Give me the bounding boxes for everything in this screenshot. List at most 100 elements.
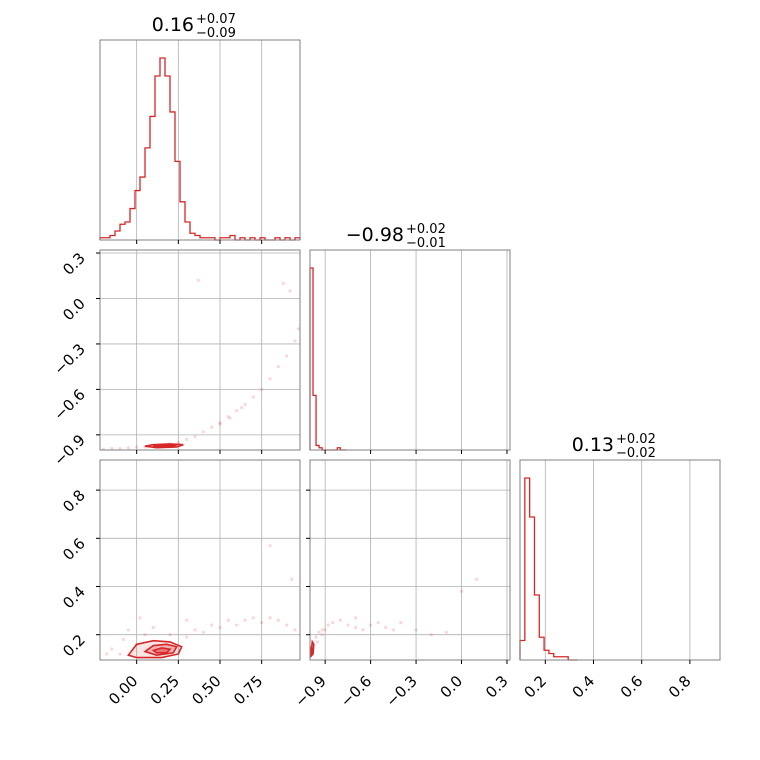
sample-point (414, 628, 418, 632)
sample-point (218, 625, 222, 630)
sample-point (101, 447, 105, 450)
histogram-param-2 (519, 477, 578, 661)
sample-point (331, 621, 335, 625)
x-tick-label: 0.8 (665, 672, 695, 702)
sample-point (185, 618, 189, 622)
sample-point (193, 434, 197, 438)
title-upper-error: +0.02 (616, 432, 656, 447)
title-median: 0.13 (572, 434, 614, 456)
x-tick-label: −0.6 (337, 672, 375, 710)
density-contour-2 (143, 643, 178, 656)
sample-point (323, 628, 327, 632)
sample-point (110, 446, 114, 450)
sample-point (126, 628, 130, 632)
sample-point (105, 652, 109, 656)
x-tick-label: 0.6 (617, 672, 647, 702)
sample-point (384, 625, 388, 630)
sample-point (260, 387, 264, 391)
sample-point (193, 628, 197, 632)
sample-point (268, 616, 272, 620)
y-tick-label: 0.2 (59, 631, 89, 661)
sample-point (276, 618, 280, 622)
title-lower-error: −0.01 (406, 236, 446, 251)
sample-point (218, 422, 222, 426)
sample-point (185, 437, 189, 441)
sample-point (118, 446, 122, 450)
sample-point (185, 635, 189, 639)
title-upper-error: +0.02 (406, 222, 446, 237)
histogram-param-1 (309, 267, 347, 451)
sample-point (296, 327, 300, 331)
sample-point (235, 623, 239, 627)
sample-point (320, 633, 324, 637)
sample-point (210, 425, 214, 429)
sample-point (210, 623, 214, 627)
pair-panel-0-1 (101, 278, 300, 450)
sample-point (135, 445, 139, 449)
sample-point (459, 589, 464, 593)
sample-point (361, 628, 365, 632)
panel-frame-1-0 (99, 249, 301, 451)
histogram-param-0 (99, 57, 301, 241)
sample-point (196, 278, 200, 282)
sample-point (444, 630, 448, 634)
y-tick-label: −0.9 (50, 431, 88, 469)
sample-point (320, 628, 324, 632)
sample-point (399, 621, 403, 625)
density-contour-3 (151, 647, 172, 654)
sample-point (151, 625, 155, 630)
panel-frame-2-0 (99, 459, 301, 661)
panel-frame-1-1 (309, 249, 511, 451)
density-contour-2 (310, 646, 314, 655)
x-tick-label: 0.50 (188, 672, 224, 708)
sample-point (326, 623, 330, 627)
y-tick-label: −0.3 (50, 340, 88, 378)
x-tick-label: 0.0 (437, 672, 467, 702)
sample-point (143, 633, 147, 637)
sample-point (353, 625, 358, 630)
histogram-title-0: 0.16 +0.07−0.09 (152, 12, 236, 41)
sample-point (268, 543, 272, 548)
density-contour-2 (153, 444, 177, 448)
x-tick-label: 0.2 (520, 672, 550, 702)
sample-point (376, 621, 380, 625)
title-upper-error: +0.07 (196, 12, 236, 27)
y-tick-label: 0.0 (59, 295, 89, 325)
panel-frame-2-2 (519, 459, 721, 661)
sample-point (121, 637, 125, 642)
sample-point (251, 395, 255, 399)
sample-point (251, 616, 255, 620)
sample-point (276, 365, 280, 369)
sample-point (243, 618, 247, 622)
sample-point (317, 630, 321, 634)
x-tick-label: 0.4 (569, 672, 599, 702)
sample-point (235, 409, 239, 413)
sample-point (338, 618, 342, 622)
panel-frame-0-0 (99, 39, 301, 241)
sample-point (290, 577, 294, 581)
sample-point (369, 623, 373, 627)
sample-point (201, 630, 205, 634)
y-tick-label: 0.3 (59, 249, 89, 279)
sample-point (240, 405, 244, 410)
title-lower-error: −0.02 (616, 446, 656, 461)
pair-panel-1-2 (310, 577, 479, 659)
sample-point (226, 415, 230, 419)
sample-point (391, 628, 395, 632)
histogram-title-1: −0.98 +0.02−0.01 (346, 222, 446, 251)
y-tick-label: 0.8 (59, 486, 89, 516)
sample-point (126, 446, 130, 450)
sample-point (314, 635, 318, 639)
sample-point (118, 652, 122, 656)
sample-point (201, 430, 205, 434)
sample-point (475, 577, 479, 581)
pair-panel-0-2 (105, 543, 297, 659)
sample-point (218, 421, 222, 425)
sample-point (293, 628, 297, 632)
y-tick-label: 0.4 (59, 583, 89, 613)
panel-frame-2-1 (309, 459, 511, 661)
sample-point (353, 616, 358, 620)
sample-point (281, 281, 285, 285)
sample-point (226, 618, 230, 622)
